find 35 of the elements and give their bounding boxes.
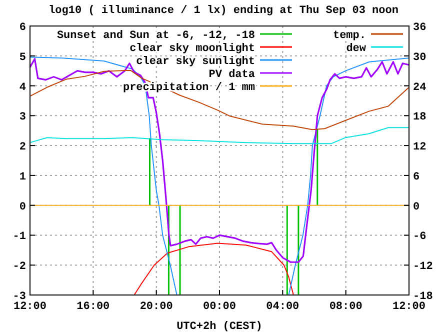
y-tick-label: -3	[12, 291, 26, 303]
y2-tick-label: 24	[413, 82, 427, 94]
y2-tick-label: 36	[413, 22, 426, 34]
y2-tick-label: -6	[413, 231, 426, 244]
y-tick-label: 4	[19, 82, 26, 94]
x-tick-label: 00:00	[202, 301, 236, 313]
x-tick-label: 12:00	[13, 301, 47, 313]
y2-tick-label: -18	[413, 291, 434, 303]
y2-tick-label: 30	[413, 52, 426, 64]
y-tick-label: 6	[19, 22, 26, 34]
x-tick-label: 12:00	[392, 301, 426, 313]
x-axis-title: UTC+2h (CEST)	[176, 321, 262, 333]
legend-label: clear sky moonlight	[130, 43, 255, 55]
y-tick-label: -1	[12, 231, 26, 244]
y2-tick-label: 6	[413, 171, 420, 184]
chart-title: log10 ( illuminance / 1 lx) ending at Thu Sep 03 noon	[48, 5, 398, 17]
y-tick-label: 3	[19, 112, 26, 124]
y2-tick-label: 0	[413, 201, 420, 214]
legend-label: PV data	[208, 69, 256, 81]
y-tick-label: 1	[19, 171, 26, 184]
y-tick-label: 5	[19, 52, 26, 64]
legend-label: dew	[346, 43, 366, 55]
y-tick-label: 0	[19, 201, 26, 214]
x-tick-label: 08:00	[329, 301, 362, 313]
legend-label: temp.	[332, 30, 366, 42]
y2-tick-label: 18	[413, 112, 427, 124]
y2-tick-label: -12	[413, 261, 433, 274]
y-tick-label: -2	[12, 261, 26, 274]
legend-label: Sunset and Sun at -6, -12, -18	[56, 30, 256, 42]
y-tick-label: 2	[19, 142, 26, 154]
x-tick-label: 20:00	[140, 301, 173, 313]
x-tick-label: 16:00	[76, 301, 110, 313]
x-tick-label: 04:00	[266, 301, 300, 313]
y2-tick-label: 12	[413, 142, 426, 154]
legend-label: clear sky sunlight	[136, 56, 255, 68]
